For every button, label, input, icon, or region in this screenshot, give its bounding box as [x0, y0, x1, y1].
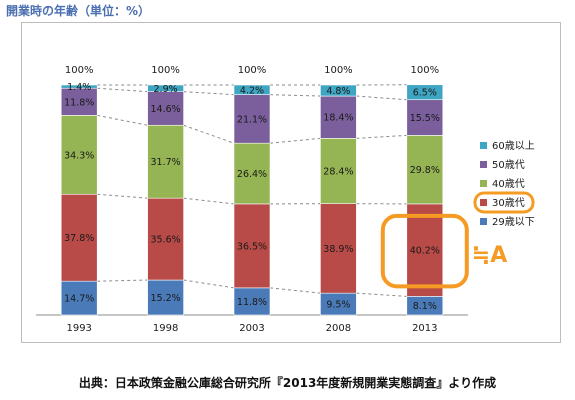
connector-line	[356, 292, 407, 297]
stacked-bar-chart: 14.7% 15.2% 11.8% 9.5% 8.1% 37.8% 35.6% 36.5% 38…	[36, 65, 535, 334]
data-label: 11.8%	[237, 297, 267, 308]
connector-line	[183, 279, 235, 289]
bar-segment	[60, 115, 98, 195]
bar-segment	[233, 94, 271, 144]
legend-swatch	[480, 142, 487, 149]
data-label: 36.5%	[237, 241, 267, 252]
bar-segment	[233, 203, 271, 289]
data-label: 8.1%	[413, 301, 437, 312]
bar-segment	[147, 84, 184, 92]
data-label: 37.8%	[64, 233, 94, 244]
highlight-box	[380, 213, 469, 289]
data-label: 40.2%	[410, 246, 440, 257]
data-label: 2.9%	[154, 84, 178, 95]
bar-segment	[320, 138, 357, 204]
bar-segment	[147, 279, 184, 316]
data-label: 21.1%	[237, 114, 267, 125]
data-label: 9.5%	[326, 300, 350, 311]
connector-line	[356, 95, 407, 101]
data-label: 14.7%	[64, 294, 94, 305]
connector-line	[269, 94, 321, 97]
connector-line	[183, 91, 235, 96]
data-label: 34.3%	[64, 150, 94, 161]
legend-label: 50歳代	[492, 159, 525, 171]
chart-title: 開業時の年齢（単位：%）	[6, 4, 151, 18]
legend-swatch	[480, 218, 487, 225]
data-label: 35.6%	[151, 235, 181, 246]
data-label: 1.4%	[67, 82, 91, 93]
x-tick-label: 2008	[326, 323, 351, 334]
legend-label: 60歳以上	[492, 140, 535, 152]
legend-highlight-ring	[473, 191, 535, 214]
legend-label: 30歳代	[492, 197, 525, 209]
connector-line	[97, 114, 148, 126]
data-label: 4.8%	[326, 86, 350, 97]
bar-segment	[60, 280, 98, 316]
data-label: 15.2%	[151, 293, 181, 304]
data-label: 26.4%	[237, 169, 267, 180]
bar-segment	[320, 95, 357, 139]
x-tick-label: 2013	[412, 323, 437, 334]
bar-segment	[233, 142, 271, 205]
connector-line	[356, 134, 407, 139]
highlight-annotation: ≒A	[472, 243, 507, 268]
data-label: 18.4%	[323, 113, 353, 124]
connector-line	[269, 287, 321, 294]
data-label: 38.9%	[323, 244, 353, 255]
connector-line	[97, 87, 148, 93]
data-label: 6.5%	[413, 88, 437, 99]
bar-segment	[320, 84, 357, 97]
bar-segment	[406, 84, 444, 101]
total-label: 100%	[324, 65, 353, 76]
legend-label: 29歳以下	[492, 216, 535, 228]
bar-segment	[147, 197, 184, 281]
data-label: 28.4%	[323, 167, 353, 178]
data-label: 15.5%	[410, 113, 440, 124]
data-label: 31.7%	[151, 157, 181, 168]
bar-segment	[60, 84, 98, 89]
chart-frame: 14.7% 15.2% 11.8% 9.5% 8.1% 37.8% 35.6% 36.5% 38…	[21, 22, 561, 343]
x-tick-label: 1998	[153, 323, 178, 334]
source-note: 出典：日本政策金融公庫総合研究所『2013年度新規開業実態調査』より作成	[78, 376, 497, 390]
connector-line	[183, 197, 235, 205]
bar-segment	[147, 124, 184, 199]
bar-segment	[60, 193, 98, 282]
data-label: 11.8%	[64, 97, 94, 108]
connector-line	[269, 137, 321, 144]
bar-segment	[233, 84, 271, 95]
bar-segment	[320, 203, 357, 294]
total-label: 100%	[411, 65, 440, 76]
data-label: 14.6%	[151, 104, 181, 115]
legend-swatch	[480, 161, 487, 168]
connector-line	[97, 279, 148, 282]
bar-segment	[406, 135, 444, 205]
total-label: 100%	[238, 65, 267, 76]
total-label: 100%	[151, 65, 180, 76]
total-label: 100%	[65, 65, 94, 76]
x-tick-label: 2003	[239, 323, 264, 334]
legend-label: 40歳代	[492, 178, 525, 190]
data-label: 4.2%	[240, 85, 264, 96]
bar-segment	[406, 203, 444, 297]
legend-swatch	[480, 180, 487, 187]
x-tick-label: 1993	[66, 323, 91, 334]
data-label: 29.8%	[410, 165, 440, 176]
legend-swatch	[480, 199, 487, 206]
connector-line	[183, 124, 235, 144]
connector-line	[97, 193, 148, 199]
